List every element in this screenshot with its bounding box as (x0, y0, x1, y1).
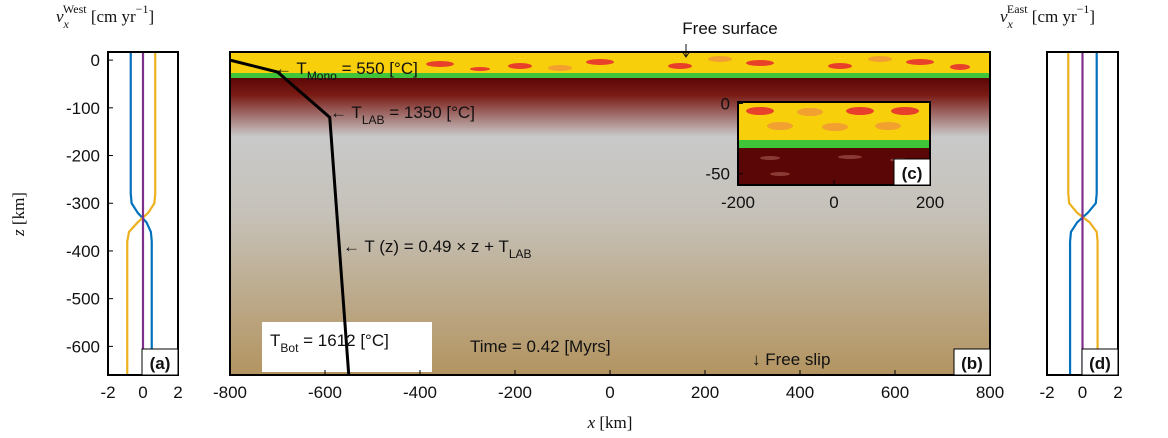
x-axis-label-part: x (63, 17, 70, 31)
annotation: TBot = 1612 [°C] (270, 331, 389, 355)
panel-label: (d) (1089, 354, 1111, 373)
x-tick-label: 2 (173, 383, 182, 402)
crust-inclusions (426, 59, 970, 71)
annotation-part: ← T (z) = 0.49 × z + T (343, 237, 509, 256)
y-axis-label: z [km] (9, 192, 28, 237)
crust-inclusions-light (548, 56, 892, 71)
annotation-part: ↓ Free slip (752, 350, 830, 369)
x-tick-label: 200 (916, 193, 944, 212)
inset-inclusions (746, 107, 919, 131)
x-tick-label: 800 (976, 383, 1004, 402)
y-tick-label: -400 (66, 242, 100, 261)
y-tick-label: -300 (66, 194, 100, 213)
x-axis-label-part: x (1007, 17, 1014, 31)
panel-label-box (953, 348, 991, 376)
annotation: Free surface (682, 19, 777, 38)
annotation-part: LAB (362, 113, 385, 127)
annotation-part: = 1350 [°C] (385, 103, 475, 122)
annotation-part: ← T (275, 59, 307, 78)
x-axis-label-part: [km] (595, 413, 632, 432)
x-tick-label: -400 (403, 383, 437, 402)
x-tick-label: 0 (605, 383, 614, 402)
x-tick-label: 400 (786, 383, 814, 402)
x-axis-label-part: ] (148, 7, 154, 26)
panel-label: (c) (902, 164, 923, 183)
annotation-part: Bot (280, 341, 299, 355)
x-tick-label: -2 (1039, 383, 1054, 402)
y-tick-label: -600 (66, 337, 100, 356)
annotation-part: T (270, 331, 280, 350)
x-tick-label: 2 (1113, 383, 1122, 402)
annotation: ↓ Free slip (752, 350, 830, 369)
annotation: ← TLAB = 1350 [°C] (330, 103, 475, 127)
y-tick-label: -200 (66, 147, 100, 166)
panel-label: (b) (961, 354, 983, 373)
annotation-part: ← T (330, 103, 362, 122)
annotation-part: = 1612 [°C] (298, 331, 388, 350)
annotation-part: Mono (307, 69, 337, 83)
panel-label: (a) (150, 354, 171, 373)
x-axis-label-part: x (587, 413, 596, 432)
x-axis-label-part: −1 (1077, 2, 1090, 16)
annotation-part: Time = 0.42 [Myrs] (470, 337, 611, 356)
x-tick-label: -200 (498, 383, 532, 402)
y-axis-label-part: z (9, 229, 28, 237)
y-tick-label: -50 (705, 165, 730, 184)
inset-moho (738, 140, 930, 148)
panel-label-box (893, 158, 931, 186)
x-tick-label: 600 (881, 383, 909, 402)
x-axis-label: vxWest [cm yr−1] (56, 2, 154, 31)
moho-layer (230, 73, 990, 78)
x-tick-label: -600 (308, 383, 342, 402)
annotation: ← TMono = 550 [°C] (275, 59, 418, 83)
y-axis-label-part: [km] (9, 192, 28, 229)
x-axis-label: vxEast [cm yr−1] (1000, 2, 1095, 31)
x-axis-label-part: [cm yr (87, 7, 136, 26)
x-axis-label-part: West (63, 2, 87, 16)
x-axis-label: x [km] (587, 413, 633, 432)
x-axis-label-part: −1 (136, 2, 149, 16)
annotation: ← T (z) = 0.49 × z + TLAB (343, 237, 532, 261)
x-tick-label: -800 (213, 383, 247, 402)
x-tick-label: 200 (691, 383, 719, 402)
annotation: Time = 0.42 [Myrs] (470, 337, 611, 356)
annotation-part: Free surface (682, 19, 777, 38)
x-axis-label-part: v (56, 7, 64, 26)
annotation-part: = 550 [°C] (337, 59, 418, 78)
y-tick-label: 0 (91, 51, 100, 70)
panel-label-box (141, 348, 179, 376)
annotation-part: LAB (509, 247, 532, 261)
y-tick-label: 0 (721, 94, 730, 113)
y-tick-label: -100 (66, 99, 100, 118)
x-tick-label: -200 (721, 193, 755, 212)
x-axis-label-part: East (1007, 2, 1028, 16)
x-tick-label: 0 (1078, 383, 1087, 402)
x-tick-label: 0 (138, 383, 147, 402)
x-tick-label: 0 (829, 193, 838, 212)
panel-label-box (1081, 348, 1119, 376)
x-axis-label-part: ] (1089, 7, 1095, 26)
y-tick-label: -500 (66, 290, 100, 309)
x-tick-label: -2 (100, 383, 115, 402)
profile-line (229, 58, 351, 376)
x-axis-label-part: v (1000, 7, 1008, 26)
x-axis-label-part: [cm yr (1028, 7, 1077, 26)
